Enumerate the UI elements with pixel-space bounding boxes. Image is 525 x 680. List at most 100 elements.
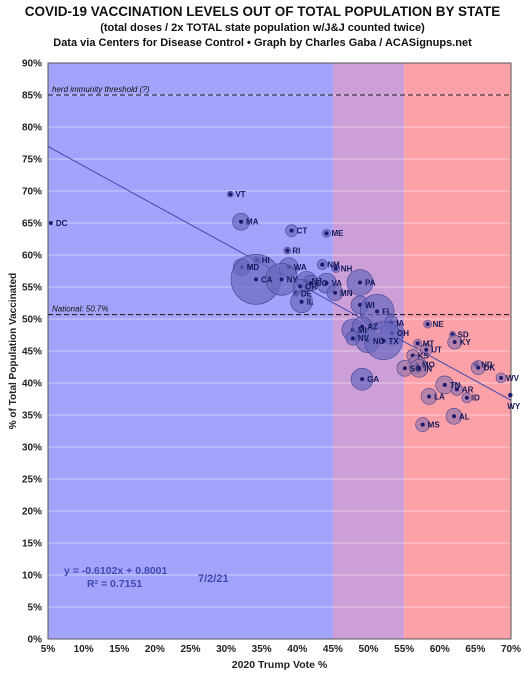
point-ne xyxy=(425,322,430,327)
x-tick-label: 25% xyxy=(180,644,200,655)
point-ny xyxy=(279,277,284,282)
x-tick-label: 20% xyxy=(145,644,165,655)
point-la xyxy=(427,394,432,399)
label-vt: VT xyxy=(235,190,245,199)
x-tick-label: 30% xyxy=(216,644,236,655)
point-mt xyxy=(415,341,420,346)
point-pa xyxy=(357,280,362,285)
label-hi: HI xyxy=(262,256,270,265)
label-wi: WI xyxy=(365,301,375,310)
point-sc xyxy=(402,366,407,371)
label-de: DE xyxy=(301,289,313,298)
label-az: AZ xyxy=(367,323,378,332)
point-ct xyxy=(289,228,294,233)
y-tick-label: 30% xyxy=(22,443,42,454)
label-dc: DC xyxy=(56,219,68,228)
point-tx xyxy=(381,338,386,343)
point-vt xyxy=(228,192,233,197)
y-tick-label: 35% xyxy=(22,411,42,422)
point-ky xyxy=(452,340,457,345)
herd-immunity-label: herd immunity threshold (?) xyxy=(52,85,150,94)
label-ma: MA xyxy=(246,218,259,227)
y-tick-label: 45% xyxy=(22,347,42,358)
label-ct: CT xyxy=(297,227,308,236)
label-wy: WY xyxy=(507,402,521,411)
y-tick-label: 60% xyxy=(22,251,42,262)
x-tick-label: 50% xyxy=(359,644,379,655)
label-ca: CA xyxy=(261,275,273,284)
label-wa: WA xyxy=(294,263,307,272)
x-axis-label: 2020 Trump Vote % xyxy=(232,659,328,671)
point-ok xyxy=(476,365,481,370)
point-or xyxy=(298,284,303,289)
national-average-label: National: 50.7% xyxy=(52,305,108,314)
point-nh xyxy=(333,266,338,271)
point-ri xyxy=(285,248,290,253)
label-mn: MN xyxy=(340,289,353,298)
label-or: OR xyxy=(305,282,317,291)
y-tick-label: 55% xyxy=(22,283,42,294)
label-id: ID xyxy=(472,394,480,403)
x-tick-label: 15% xyxy=(109,644,129,655)
x-tick-label: 10% xyxy=(74,644,94,655)
y-tick-label: 25% xyxy=(22,475,42,486)
label-ut: UT xyxy=(431,346,442,355)
y-tick-label: 40% xyxy=(22,379,42,390)
y-tick-label: 90% xyxy=(22,59,42,70)
y-tick-label: 10% xyxy=(22,571,42,582)
point-mn xyxy=(333,290,338,295)
point-co xyxy=(308,281,313,286)
trendline-r2: R² = 0.7151 xyxy=(87,578,142,590)
label-mt: MT xyxy=(423,339,435,348)
label-va: VA xyxy=(332,279,343,288)
label-ny: NY xyxy=(287,275,299,284)
label-il: IL xyxy=(307,298,314,307)
point-wv xyxy=(499,375,504,380)
label-nd: ND xyxy=(481,360,493,369)
point-nm xyxy=(320,262,325,267)
label-nc: NC xyxy=(373,337,385,346)
label-fl: FL xyxy=(382,307,392,316)
label-oh: OH xyxy=(397,329,409,338)
label-pa: PA xyxy=(365,279,376,288)
x-tick-label: 35% xyxy=(252,644,272,655)
x-tick-label: 55% xyxy=(394,644,414,655)
label-tn: TN xyxy=(450,381,461,390)
label-ok: OK xyxy=(483,364,495,373)
point-ut xyxy=(424,347,429,352)
point-il xyxy=(299,299,304,304)
point-ms xyxy=(420,422,425,427)
label-sd: SD xyxy=(458,330,469,339)
label-ia: IA xyxy=(396,319,404,328)
point-ga xyxy=(360,377,365,382)
chart-source: Data via Centers for Disease Control • G… xyxy=(53,37,472,49)
point-al xyxy=(452,414,457,419)
label-mo: MO xyxy=(422,360,435,369)
label-al: AL xyxy=(459,412,470,421)
y-tick-label: 70% xyxy=(22,187,42,198)
point-fl xyxy=(375,309,380,314)
y-tick-label: 50% xyxy=(22,315,42,326)
label-sc: SC xyxy=(410,364,421,373)
date-annotation: 7/2/21 xyxy=(198,573,229,585)
label-md: MD xyxy=(247,263,260,272)
y-tick-label: 0% xyxy=(28,635,43,646)
label-ga: GA xyxy=(367,375,379,384)
label-la: LA xyxy=(434,392,445,401)
label-co: CO xyxy=(316,279,328,288)
point-dc xyxy=(48,221,53,225)
label-ri: RI xyxy=(292,247,300,256)
label-ms: MS xyxy=(428,421,441,430)
label-me: ME xyxy=(332,229,345,238)
label-nv: NV xyxy=(358,334,370,343)
point-id xyxy=(464,395,469,400)
label-ar: AR xyxy=(462,385,474,394)
label-in: IN xyxy=(424,364,432,373)
y-tick-label: 20% xyxy=(22,507,42,518)
y-tick-label: 85% xyxy=(22,91,42,102)
trendline-equation: y = -0.6102x + 0.8001 xyxy=(64,565,167,577)
y-tick-label: 75% xyxy=(22,155,42,166)
label-nj: NJ xyxy=(312,277,322,286)
